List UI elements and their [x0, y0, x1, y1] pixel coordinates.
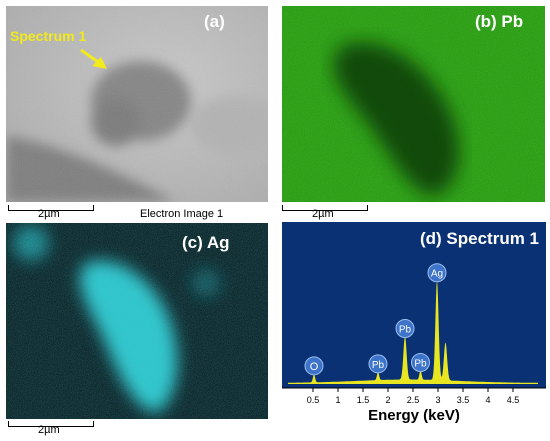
peak-label-pb-3: Pb — [411, 352, 430, 372]
spectrum-chart: O Pb Pb Pb Ag 0.5 1 1.5 2 2.5 3 3.5 4 4.5 Energy (ke… — [282, 222, 546, 424]
spectrum-annotation: Spectrum 1 — [10, 28, 87, 44]
panel-c-scale-text: 2µm — [38, 424, 60, 436]
x-tick-label: 2.5 — [407, 395, 420, 405]
panel-a-electron-image: (a) Spectrum 1 — [6, 6, 268, 202]
x-axis-label: Energy (keV) — [368, 407, 460, 424]
annotation-arrow — [80, 48, 107, 69]
panel-b-pb-map: (b) Pb — [282, 6, 545, 202]
peak-label-o-0: O — [304, 356, 324, 376]
x-tick-label: 1.5 — [357, 395, 370, 405]
panel-b-scale-text: 2µm — [312, 208, 334, 220]
ag-map-image — [6, 223, 268, 419]
panel-d-label: (d) Spectrum 1 — [420, 229, 540, 248]
svg-text:Pb: Pb — [414, 358, 427, 369]
panel-a-scale-bar — [8, 205, 94, 211]
x-tick-label: 4.5 — [507, 395, 520, 405]
panel-b-label: (b) Pb — [475, 12, 524, 31]
svg-text:Pb: Pb — [372, 360, 385, 371]
pb-map-image — [282, 6, 545, 202]
panel-a-label: (a) — [204, 12, 225, 31]
panel-b-scale-bar — [282, 205, 368, 211]
x-tick-label: 3.5 — [457, 395, 470, 405]
x-tick-label: 2 — [385, 395, 390, 405]
panel-d-spectrum: O Pb Pb Pb Ag 0.5 1 1.5 2 2.5 3 3.5 4 4.5 Energy (ke… — [282, 222, 546, 438]
panel-c-ag-map: (c) Ag — [6, 223, 268, 419]
sem-image — [6, 6, 268, 202]
peak-label-ag-4: Ag — [427, 263, 447, 283]
svg-text:Pb: Pb — [399, 324, 412, 335]
panel-c-label: (c) Ag — [182, 233, 230, 252]
svg-text:Ag: Ag — [431, 269, 443, 280]
peak-label-pb-2: Pb — [395, 318, 415, 338]
peak-label-pb-1: Pb — [368, 354, 388, 374]
x-tick-label: 3 — [435, 395, 440, 405]
x-tick-label: 1 — [335, 395, 340, 405]
electron-image-caption: Electron Image 1 — [140, 208, 224, 220]
panel-a-scale-text: 2µm — [38, 208, 60, 220]
x-tick-label: 0.5 — [307, 395, 320, 405]
panel-c-scale-bar — [8, 421, 94, 427]
x-tick-label: 4 — [485, 395, 490, 405]
svg-text:O: O — [310, 361, 319, 373]
